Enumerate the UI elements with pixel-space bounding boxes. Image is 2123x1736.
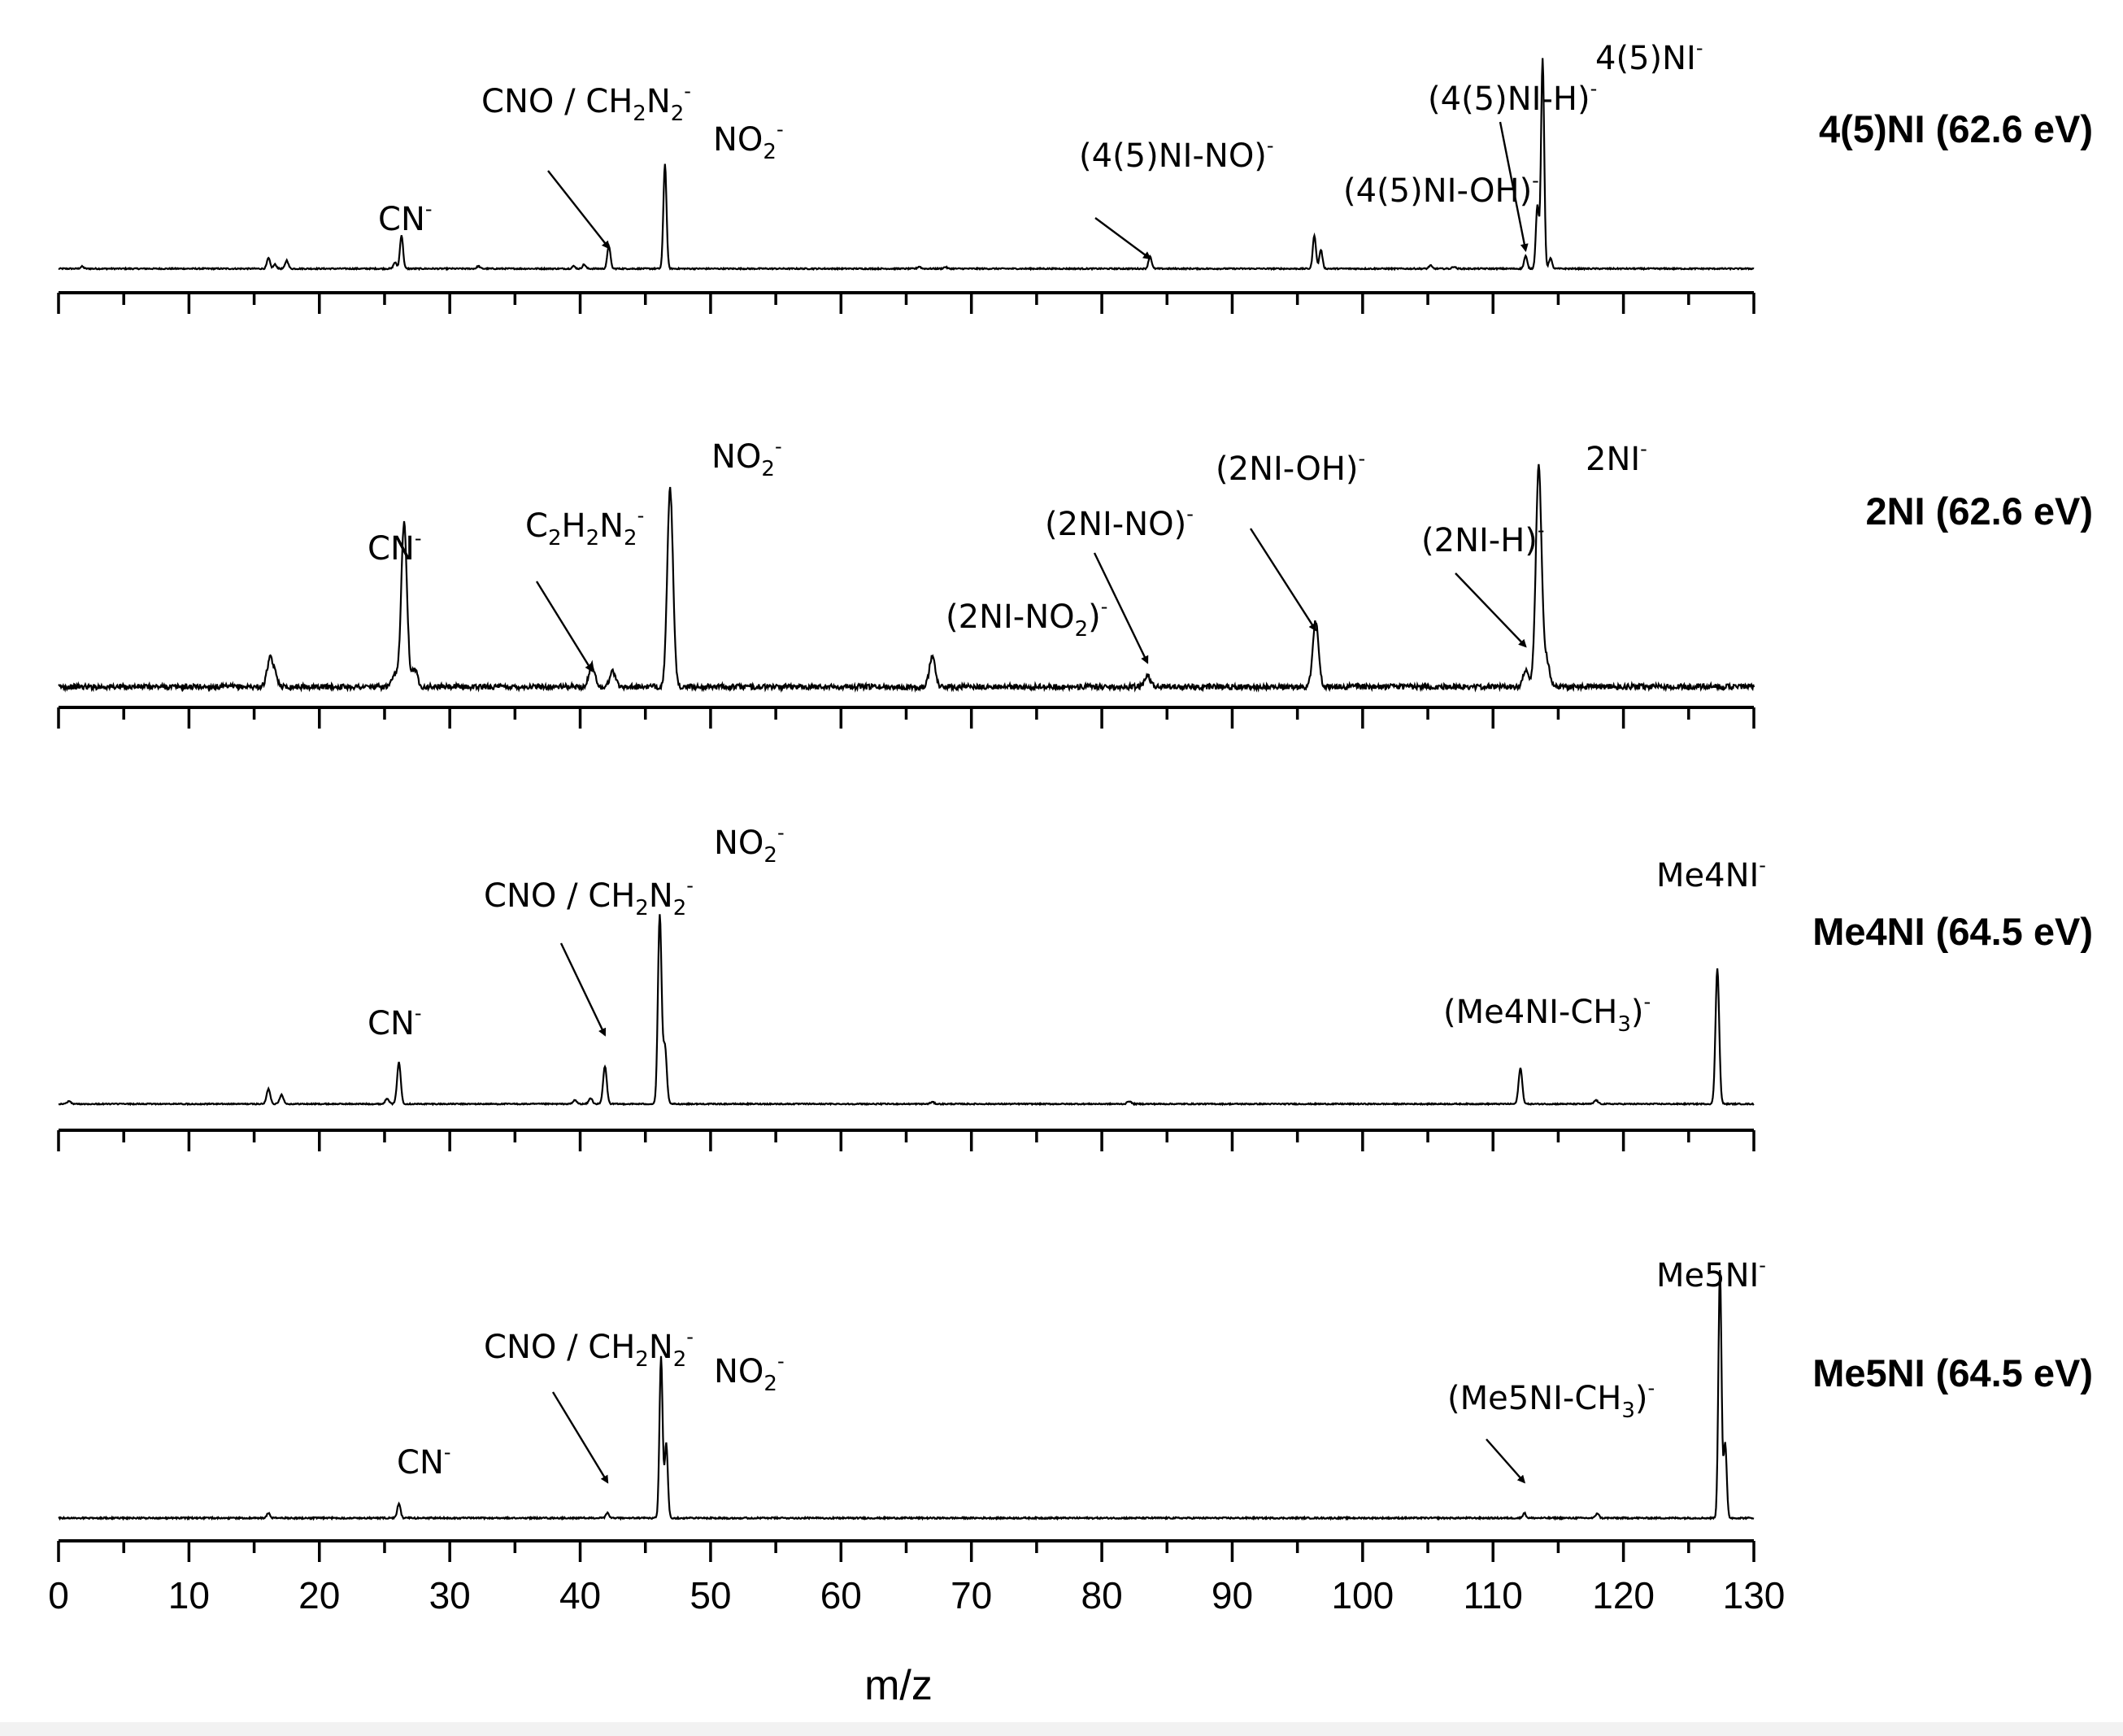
- x-tick-label: 110: [1464, 1574, 1523, 1616]
- spectrum-trace: [58, 463, 1755, 694]
- annotation-arrow: [1249, 528, 1317, 632]
- spectrum-panel-4: Me5NI (64.5 eV) CN- CNO / CH2​N2​- NO2​- (Me…: [57, 1254, 2093, 1562]
- peak-annotation: (4(5)NI-OH)-: [1343, 169, 1539, 210]
- x-tick-label: 80: [1081, 1574, 1122, 1616]
- peak-annotation: Me4NI-: [1656, 854, 1766, 894]
- annotation-arrow: [1093, 552, 1149, 664]
- x-axis-title: m/z: [864, 1662, 933, 1709]
- x-tick-label: 50: [690, 1574, 731, 1616]
- peak-annotation: CNO / CH2​N2​-: [484, 874, 694, 920]
- peak-annotation: NO2​-: [714, 1350, 785, 1396]
- peak-annotation: CNO / CH2​N2​-: [484, 1325, 694, 1372]
- panel-label: 4(5)NI (62.6 eV): [1819, 107, 2093, 150]
- spectrum-panel-1: 4(5)NI (62.6 eV) CN- CNO / CH2​N2​- NO2​- (4…: [57, 37, 2093, 314]
- x-tick-label: 70: [951, 1574, 992, 1616]
- annotation-arrow: [1486, 1438, 1526, 1484]
- x-tick-label: 20: [298, 1574, 340, 1616]
- spectrum-trace: [58, 914, 1755, 1107]
- peak-annotation: CN-: [378, 198, 433, 238]
- peak-annotation: Me5NI-: [1656, 1254, 1766, 1294]
- peak-annotation: 4(5)NI-: [1595, 37, 1703, 77]
- peak-annotation: (2NI-NO)-: [1045, 503, 1194, 543]
- spectrum-panel-3: Me4NI (64.5 eV) CN- CNO / CH2​N2​- NO2​- (Me…: [57, 821, 2093, 1151]
- annotation-arrow: [547, 170, 611, 250]
- x-axis-labels: 0 10 20 30 40 50 60 70 80 90 100 110 120 130: [48, 1574, 1785, 1616]
- x-tick-label: 60: [820, 1574, 862, 1616]
- annotation-arrow: [559, 942, 607, 1037]
- panel-label: 2NI (62.6 eV): [1865, 489, 2093, 533]
- peak-annotation: (2NI-NO2​)-: [946, 595, 1107, 642]
- x-tick-label: 10: [168, 1574, 210, 1616]
- peak-annotation: (4(5)NI-NO)-: [1079, 134, 1274, 175]
- peak-annotation: CNO / CH2​N2​-: [481, 80, 691, 126]
- annotation-arrow: [1094, 217, 1152, 260]
- spectra-panels: 4(5)NI (62.6 eV) CN- CNO / CH2​N2​- NO2​- (4…: [57, 37, 2093, 1562]
- peak-annotation: 2NI-: [1586, 437, 1647, 478]
- spectrum-trace: [58, 1269, 1755, 1521]
- peak-annotation: (4(5)NI-H)-: [1428, 77, 1597, 118]
- peak-annotation: (Me5NI-CH3​)-: [1447, 1377, 1655, 1423]
- peak-annotation: NO2​-: [713, 118, 784, 164]
- panel-label: Me4NI (64.5 eV): [1812, 910, 2093, 953]
- annotation-arrow: [1499, 121, 1529, 252]
- bottom-strip: [0, 1722, 2123, 1736]
- peak-annotation: CN-: [368, 1002, 422, 1042]
- peak-annotation: CN-: [368, 527, 422, 568]
- x-tick-label: 120: [1592, 1574, 1655, 1616]
- annotation-arrow: [535, 581, 594, 672]
- spectrum-panel-2: 2NI (62.6 eV) CN- C2​H2​N2​- NO2​- (2NI-NO2​…: [57, 435, 2093, 729]
- annotation-arrow: [551, 1391, 609, 1484]
- x-tick-label: 0: [48, 1574, 69, 1616]
- annotation-arrow: [1455, 572, 1527, 648]
- peak-annotation: (2NI-H)-: [1421, 519, 1545, 559]
- x-tick-label: 40: [559, 1574, 601, 1616]
- x-tick-label: 30: [429, 1574, 471, 1616]
- peak-annotation: C2​H2​N2​-: [525, 504, 644, 550]
- x-tick-label: 130: [1723, 1574, 1786, 1616]
- peak-annotation: NO2​-: [711, 435, 782, 481]
- peak-annotation: (Me4NI-CH3​)-: [1443, 990, 1651, 1037]
- spectrum-trace: [58, 58, 1755, 272]
- peak-annotation: NO2​-: [714, 821, 785, 868]
- peak-annotation: CN-: [397, 1441, 451, 1481]
- x-tick-label: 100: [1331, 1574, 1394, 1616]
- peak-annotation: (2NI-OH)-: [1216, 447, 1365, 488]
- x-tick-label: 90: [1212, 1574, 1253, 1616]
- panel-label: Me5NI (64.5 eV): [1812, 1351, 2093, 1394]
